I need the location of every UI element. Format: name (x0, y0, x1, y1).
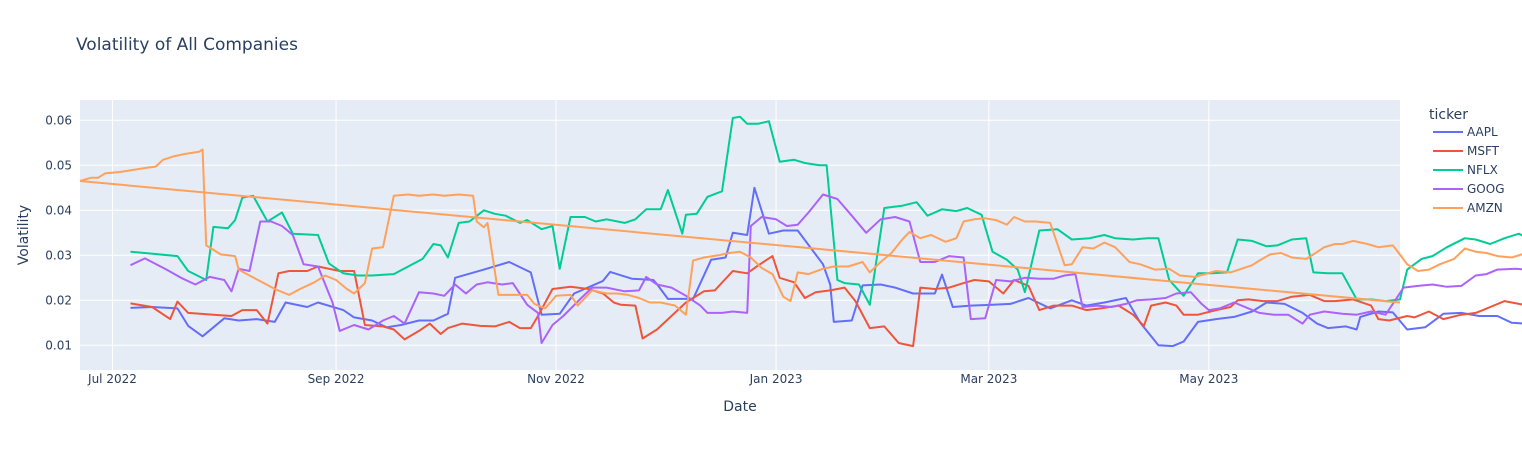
x-tick-label: Nov 2022 (527, 372, 585, 386)
x-tick-label: May 2023 (1179, 372, 1238, 386)
y-tick-label: 0.01 (45, 338, 72, 352)
y-tick-label: 0.04 (45, 203, 72, 217)
series-lines (79, 115, 1522, 348)
y-tick-label: 0.05 (45, 158, 72, 172)
y-axis-title: Volatility (16, 205, 32, 265)
y-gridlines (80, 119, 1400, 346)
y-tick-label: 0.06 (45, 113, 72, 127)
legend-item-aapl[interactable]: AAPL (1467, 125, 1498, 139)
series-line-msft (130, 255, 1522, 348)
legend-item-goog[interactable]: GOOG (1467, 182, 1505, 196)
y-tick-label: 0.02 (45, 293, 72, 307)
legend-item-msft[interactable]: MSFT (1467, 144, 1500, 158)
x-tick-labels: Jul 2022 Sep 2022 Nov 2022 Jan 2023 Mar 2023… (87, 372, 1238, 386)
series-line-goog (130, 193, 1522, 344)
legend-item-nflx[interactable]: NFLX (1467, 163, 1498, 177)
x-tick-label: Jan 2023 (749, 372, 803, 386)
legend-title: ticker (1429, 107, 1468, 123)
legend-item-amzn[interactable]: AMZN (1467, 201, 1503, 215)
chart-title: Volatility of All Companies (76, 35, 298, 55)
x-axis-title: Date (723, 399, 756, 415)
plot-area (80, 100, 1400, 370)
x-tick-label: Sep 2022 (308, 372, 365, 386)
series-line-amzn (79, 180, 1401, 304)
x-tick-label: Mar 2023 (960, 372, 1017, 386)
x-tick-label: Jul 2022 (87, 372, 137, 386)
y-tick-label: 0.03 (45, 248, 72, 262)
legend: ticker AAPL MSFT NFLX GOOG AMZN (1429, 107, 1505, 215)
series-line-nflx (130, 115, 1522, 306)
series-line-amzn (79, 148, 1522, 316)
y-tick-labels: 0.01 0.02 0.03 0.04 0.05 0.06 (45, 113, 72, 352)
